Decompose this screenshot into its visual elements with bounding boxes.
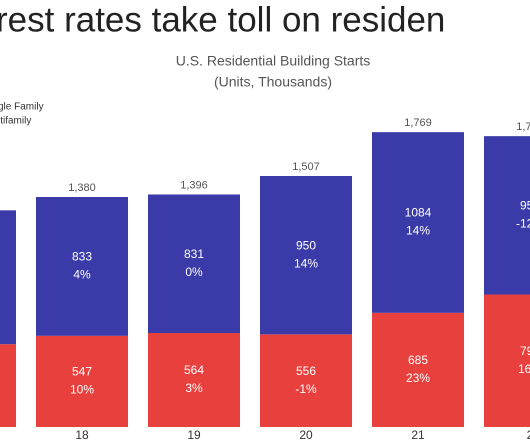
segment-change: 3% (185, 381, 203, 395)
total-label: 1,507 (292, 161, 320, 173)
segment-value: 795 (520, 344, 530, 358)
segment-change: 10% (70, 383, 94, 397)
bar-segment (0, 210, 16, 345)
chart-title: rest rates take toll on residen (0, 0, 445, 39)
segment-change: 14% (294, 256, 318, 270)
x-tick-label: 19 (187, 428, 201, 442)
bar-segment (0, 344, 16, 427)
segment-change: 0% (185, 265, 203, 279)
bar-segment (260, 334, 352, 427)
bar-segment (148, 333, 240, 427)
segment-value: 831 (184, 247, 204, 261)
bar-segment (484, 294, 530, 427)
bar-segment (372, 132, 464, 313)
segment-value: 547 (72, 365, 92, 379)
x-tick-label: 21 (411, 428, 425, 442)
bar-segment (148, 194, 240, 333)
unit-note: (Units, Thousands) (214, 74, 332, 90)
segment-value: 556 (296, 364, 316, 378)
total-label: 1,769 (404, 117, 432, 129)
legend-label: gle Family (0, 102, 44, 113)
legend-label: ltifamily (0, 116, 31, 127)
bar-segment (36, 335, 128, 427)
total-label: 1,396 (180, 179, 208, 191)
segment-value: 950 (296, 238, 316, 252)
total-label: 1,380 (68, 182, 96, 194)
total-label: 1,745 (516, 121, 530, 133)
segment-value: 685 (408, 353, 428, 367)
segment-change: 14% (406, 224, 430, 238)
segment-change: 23% (406, 371, 430, 385)
bar-segment (372, 312, 464, 427)
segment-value: 564 (184, 363, 204, 377)
segment-value: 833 (72, 250, 92, 264)
segment-value: 1084 (405, 206, 432, 220)
chart-subtitle: U.S. Residential Building Starts (176, 53, 371, 69)
segment-change: 4% (73, 268, 91, 282)
bar-segment (36, 197, 128, 336)
segment-value: 950 (520, 199, 530, 213)
bar-segment (484, 136, 530, 295)
x-tick-label: 20 (299, 428, 313, 442)
segment-change: 16% (518, 362, 530, 376)
x-tick-label: 2 (527, 428, 530, 442)
bar-segment (260, 176, 352, 335)
segment-change: -12% (516, 217, 530, 231)
segment-change: -1% (295, 382, 317, 396)
x-tick-label: 18 (75, 428, 89, 442)
